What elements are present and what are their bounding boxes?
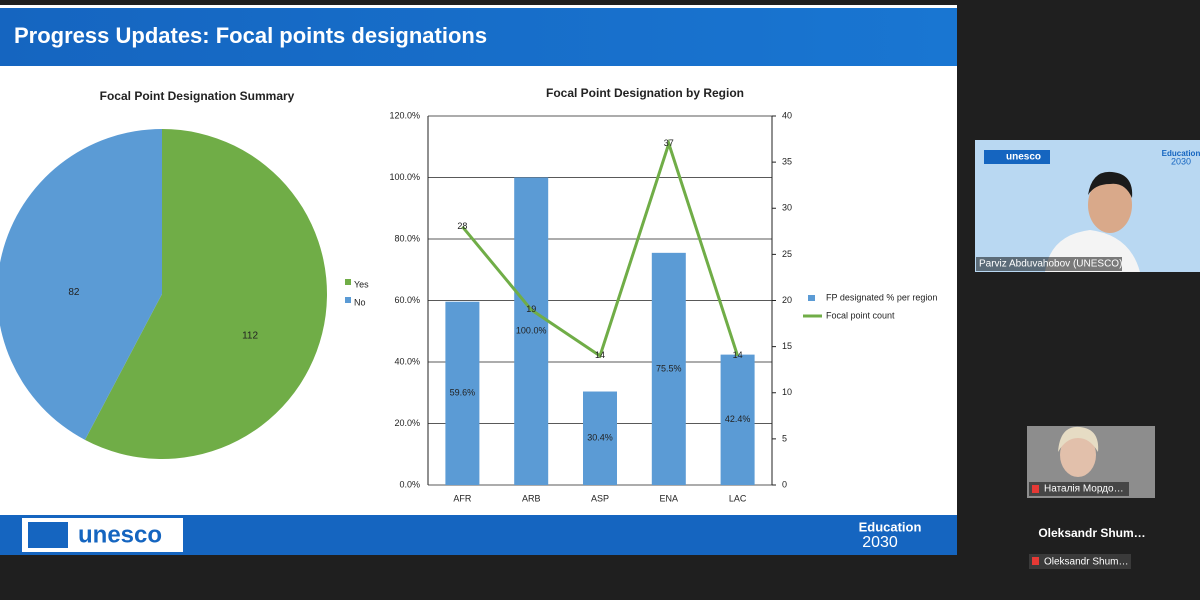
participant-name: Oleksandr Shum… [1038,526,1145,540]
y-tick-label: 80.0% [394,233,420,243]
y2-tick-label: 40 [782,110,792,120]
person-head [1088,177,1132,233]
data-label: 59.6% [450,388,476,398]
data-label: 14 [733,350,743,360]
data-label: 112 [242,330,258,341]
bar [720,354,755,485]
y-tick-label: 60.0% [394,295,420,305]
y2-tick-label: 20 [782,295,792,305]
legend-swatch [345,279,351,285]
participant-label: Oleksandr Shum… [1044,557,1128,568]
y2-tick-label: 30 [782,203,792,213]
data-label: 75.5% [656,363,682,373]
footer-logo: unesco [78,521,162,548]
y-tick-label: 20.0% [394,418,420,428]
name-badge [976,257,1122,271]
y-tick-label: 40.0% [394,356,420,366]
chart-title: Focal Point Designation Summary [100,89,295,103]
x-tick-label: ASP [591,493,609,503]
legend-label: FP designated % per region [826,292,937,302]
x-tick-label: AFR [453,493,472,503]
x-tick-label: ARB [522,493,541,503]
bar [514,177,549,485]
person-hair [1088,171,1133,198]
participant-name: Parviz Abduvahobov (UNESCO) [979,259,1122,270]
y2-tick-label: 35 [782,157,792,167]
data-label: 100.0% [516,326,547,336]
y2-tick-label: 25 [782,249,792,259]
slide-header [0,8,957,66]
data-label: 19 [526,304,536,314]
y-tick-label: 120.0% [389,110,420,120]
bar [445,301,480,485]
data-label: 37 [664,138,674,148]
bar [583,391,617,485]
data-label: 82 [68,287,80,298]
x-tick-label: LAC [729,493,747,503]
tile-year: 2030 [1171,156,1191,166]
tile-badge: unesco [1006,152,1041,163]
bar [651,252,686,485]
person-hair [1058,426,1099,452]
legend-swatch [345,297,351,303]
y2-tick-label: 0 [782,479,787,489]
participant-name: Наталія Мордо… [1044,484,1124,495]
name-badge [1029,482,1129,496]
y-tick-label: 0.0% [399,479,420,489]
slide-title: Progress Updates: Focal points designati… [14,23,487,48]
data-label: 14 [595,350,605,360]
data-label: 42.4% [725,414,751,424]
pie-slice [84,129,328,459]
person-head [1060,433,1096,477]
tile-brand: Education [1162,149,1200,158]
data-label: 28 [457,221,467,231]
y2-tick-label: 5 [782,433,787,443]
name-badge [1029,554,1131,569]
tile-badge-bg [984,150,1050,164]
mute-icon [1032,557,1039,565]
logo-icon [28,522,68,548]
chart-title: Focal Point Designation by Region [546,86,744,100]
footer-brand: Education [859,519,922,534]
legend-label: No [354,297,366,307]
legend-label: Yes [354,279,369,289]
data-label: 30.4% [587,433,613,443]
x-tick-label: ENA [660,493,679,503]
y-tick-label: 100.0% [389,172,420,182]
y2-tick-label: 10 [782,387,792,397]
footer-year: 2030 [862,534,898,551]
pie-slice [0,129,162,440]
legend-swatch [808,295,815,301]
legend-label: Focal point count [826,310,895,320]
mute-icon [1032,485,1039,493]
y2-tick-label: 15 [782,341,792,351]
line [461,138,740,359]
